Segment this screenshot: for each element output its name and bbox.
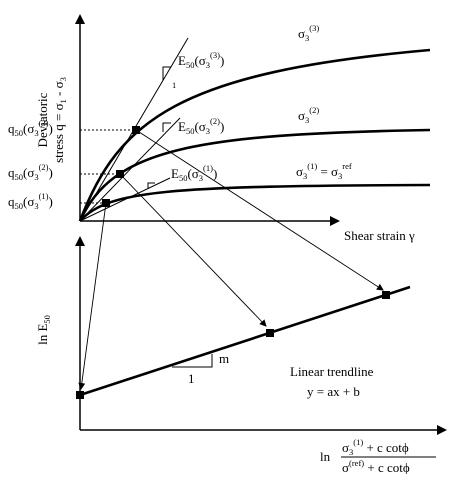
slope-triangle-1 <box>147 182 155 189</box>
top-y-label-line2: stress q = σ1 - σ3 <box>51 77 68 163</box>
trendline-equation: y = ax + b <box>307 384 360 399</box>
slope-triangle-3 <box>162 66 171 80</box>
curve-label-sigma3-1: σ3(1) = σ3ref <box>296 161 352 181</box>
e50-label-2: E50(σ3(2)) <box>178 116 224 136</box>
trend-point-3 <box>382 291 390 299</box>
e50-label-3: E50(σ3(3)) <box>178 50 224 70</box>
top-x-label: Shear strain γ <box>344 228 415 243</box>
bottom-x-label-denominator: σ(ref) + c cotϕ <box>342 458 410 474</box>
mapping-arrow-3 <box>135 129 384 291</box>
trendline-title: Linear trendline <box>290 364 374 379</box>
e50-label-1: E50(σ3(1)) <box>171 163 217 183</box>
q50-label-3: q50(σ3(3)) <box>8 118 53 138</box>
trend-point-2 <box>266 329 274 337</box>
trend-point-1 <box>76 391 84 399</box>
secant-line-1 <box>79 177 171 222</box>
bottom-x-label-ln: ln <box>320 449 331 464</box>
q50-label-1: q50(σ3(1)) <box>8 191 53 211</box>
top-plot: 1 Deviatoric stress q = σ1 - σ3 Shear st… <box>8 14 431 243</box>
secant-line-2 <box>79 117 181 222</box>
mapping-arrows <box>78 129 384 390</box>
trendline <box>79 285 411 397</box>
trend-slope-one: 1 <box>188 371 195 386</box>
mapping-arrow-1 <box>78 202 107 390</box>
bottom-x-label-numerator: σ3(1) + c cotϕ <box>342 437 409 457</box>
curve-sigma3-3 <box>78 48 431 222</box>
trend-slope-m: m <box>219 351 229 366</box>
curve-label-sigma3-3: σ3(3) <box>298 23 319 43</box>
slope-one-label: 1 <box>172 80 176 90</box>
curve-label-sigma3-2: σ3(2) <box>298 105 319 125</box>
curve-sigma3-2 <box>78 128 431 222</box>
q50-label-2: q50(σ3(2)) <box>8 162 53 182</box>
top-y-label-line1: Deviatoric <box>35 92 50 147</box>
bottom-plot: m 1 ln E50 Linear trendline y = ax + b l… <box>35 236 447 475</box>
curve-sigma3-1 <box>79 183 431 222</box>
bottom-y-label: ln E50 <box>35 315 52 345</box>
slope-triangle-2 <box>162 122 171 132</box>
trend-slope-triangle <box>172 354 213 368</box>
mapping-arrow-2 <box>119 173 267 327</box>
